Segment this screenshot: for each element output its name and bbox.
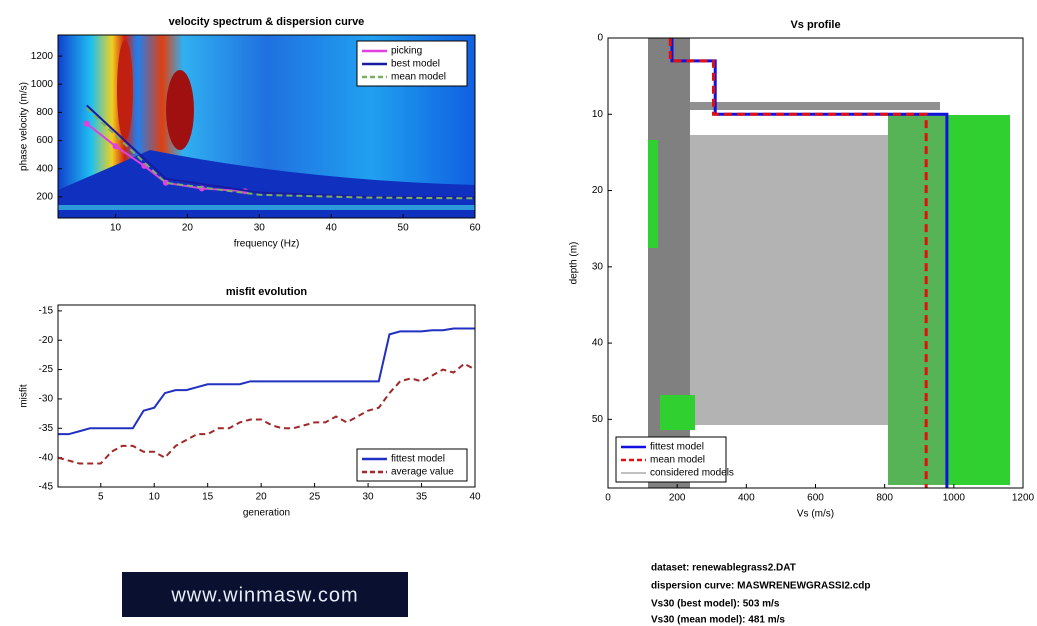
x-tick-label: 10 xyxy=(149,492,161,503)
x-tick-label: 15 xyxy=(202,492,214,503)
series-line xyxy=(86,104,476,199)
y-tick-label: -15 xyxy=(39,306,54,317)
series-line xyxy=(57,362,476,465)
chart-title: velocity spectrum & dispersion curve xyxy=(169,16,365,28)
y-tick-label: -30 xyxy=(39,394,54,405)
legend-label: mean model xyxy=(650,455,705,466)
y-tick-label: 600 xyxy=(36,135,53,146)
y-tick-label: -40 xyxy=(39,452,54,463)
x-tick-label: 800 xyxy=(876,493,893,504)
info-line: Vs30 (mean model): 481 m/s xyxy=(651,615,785,626)
profile-line xyxy=(668,38,928,488)
logo: www.winmasw.com xyxy=(122,572,408,617)
x-tick-label: 20 xyxy=(182,223,194,234)
x-tick-label: 20 xyxy=(256,492,268,503)
y-tick-label: -25 xyxy=(39,364,54,375)
y-tick-label: 30 xyxy=(592,261,604,272)
x-tick-label: 5 xyxy=(98,492,104,503)
x-tick-label: 25 xyxy=(309,492,321,503)
x-tick-label: 40 xyxy=(326,223,338,234)
pick-point xyxy=(162,179,169,186)
legend-box xyxy=(615,436,727,483)
x-tick-label: 30 xyxy=(254,223,266,234)
x-axis-label: frequency (Hz) xyxy=(234,239,300,250)
legend-label: fittest model xyxy=(650,442,704,453)
x-tick-label: 60 xyxy=(469,223,481,234)
x-tick-label: 40 xyxy=(469,492,481,503)
y-tick-label: -35 xyxy=(39,423,54,434)
y-axis-label: phase velocity (m/s) xyxy=(19,82,30,171)
y-axis-label: misfit xyxy=(19,384,30,408)
x-tick-label: 600 xyxy=(807,493,824,504)
y-tick-label: -20 xyxy=(39,335,54,346)
pick-point xyxy=(83,120,90,127)
plot-frame xyxy=(607,37,1024,489)
x-tick-label: 10 xyxy=(110,223,122,234)
info: dataset: renewablegrass2.DAT dispersion … xyxy=(651,563,870,626)
x-tick-label: 50 xyxy=(398,223,410,234)
x-tick-label: 35 xyxy=(416,492,428,503)
y-tick-label: 400 xyxy=(36,163,53,174)
series-line xyxy=(86,107,476,200)
legend-label: considered models xyxy=(650,468,734,479)
x-tick-label: 0 xyxy=(605,493,611,504)
info-line: dataset: renewablegrass2.DAT xyxy=(651,563,796,574)
series-line xyxy=(58,327,475,436)
logo-text: www.winmasw.com xyxy=(170,584,358,606)
legend-box xyxy=(356,448,468,482)
info-line: dispersion curve: MASWRENEWGRASSI2.cdp xyxy=(651,581,870,592)
plot-frame xyxy=(57,304,476,488)
legend-label: average value xyxy=(391,467,454,478)
x-tick-label: 200 xyxy=(669,493,686,504)
x-tick-label: 400 xyxy=(738,493,755,504)
x-tick-label: 1200 xyxy=(1012,493,1035,504)
y-tick-label: -45 xyxy=(39,482,54,493)
x-tick-label: 30 xyxy=(363,492,375,503)
x-axis-label: Vs (m/s) xyxy=(797,509,834,520)
legend-label: best model xyxy=(391,59,440,70)
y-tick-label: 50 xyxy=(592,414,604,425)
y-tick-label: 20 xyxy=(592,185,604,196)
legend-label: picking xyxy=(391,46,422,57)
profile-line xyxy=(670,38,949,488)
plot-frame xyxy=(57,34,476,219)
y-tick-label: 1200 xyxy=(31,51,54,62)
chart-title: misfit evolution xyxy=(226,286,308,298)
y-tick-label: 10 xyxy=(592,109,604,120)
y-tick-label: 800 xyxy=(36,107,53,118)
pick-point xyxy=(112,143,119,150)
y-tick-label: 0 xyxy=(597,33,603,44)
chart-title: Vs profile xyxy=(790,19,840,31)
considered-models xyxy=(648,38,1010,488)
legend-label: mean model xyxy=(391,72,446,83)
legend-label: fittest model xyxy=(391,454,445,465)
y-tick-label: 1000 xyxy=(31,79,54,90)
legend-box xyxy=(356,40,468,87)
y-axis-label: depth (m) xyxy=(569,242,580,285)
y-tick-label: 40 xyxy=(592,338,604,349)
x-tick-label: 1000 xyxy=(943,493,966,504)
info-line: Vs30 (best model): 503 m/s xyxy=(651,599,780,610)
x-axis-label: generation xyxy=(243,508,290,519)
y-tick-label: 200 xyxy=(36,192,53,203)
